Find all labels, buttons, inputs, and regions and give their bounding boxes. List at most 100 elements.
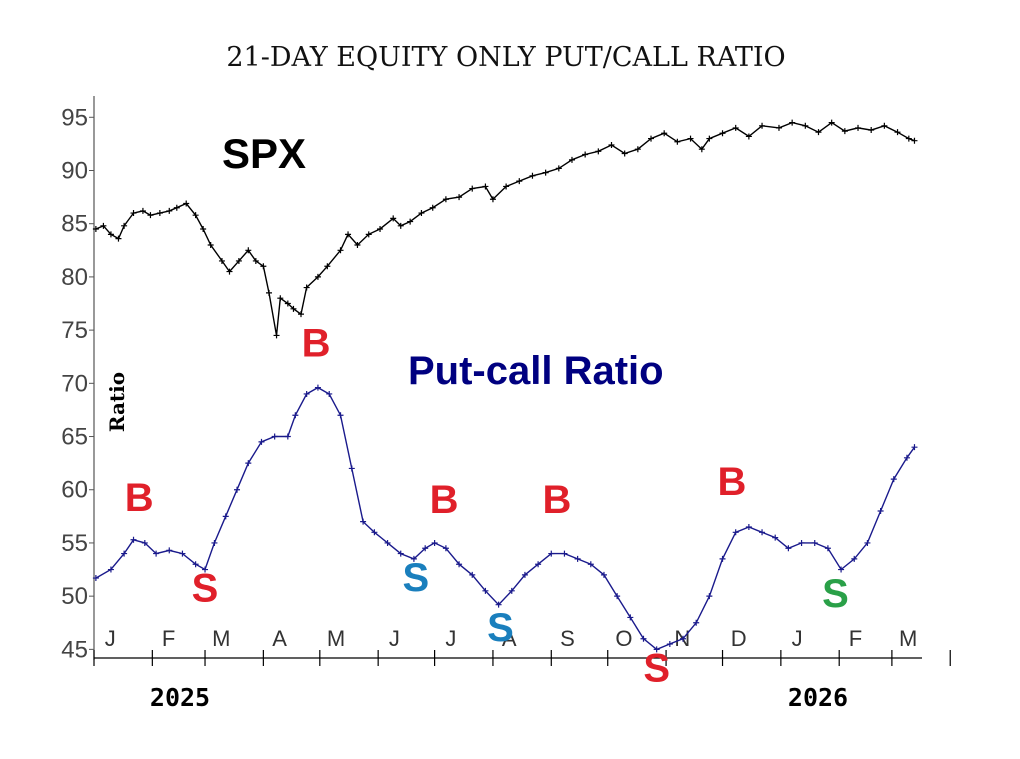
x-tick-label: M xyxy=(327,626,345,651)
put-call-ratio-point xyxy=(877,508,884,515)
put-call-ratio-point xyxy=(732,529,739,536)
put-call-ratio-point xyxy=(337,412,344,419)
spx-point xyxy=(868,127,875,134)
spx-point xyxy=(661,130,668,137)
spx-point xyxy=(802,122,809,129)
x-tick-label: J xyxy=(445,626,456,651)
y-tick-label: 45 xyxy=(61,636,88,663)
put-call-ratio-point xyxy=(627,614,634,621)
put-call-ratio-point xyxy=(759,529,766,536)
put-call-ratio-point xyxy=(107,566,114,573)
put-call-ratio-point xyxy=(653,646,660,653)
spx-point xyxy=(789,119,796,126)
spx-point xyxy=(529,172,536,179)
sell-signal-label: S xyxy=(822,572,849,616)
spx-point xyxy=(235,257,242,264)
put-call-ratio-point xyxy=(397,550,404,557)
y-axis-label: Ratio xyxy=(105,372,129,432)
spx-point xyxy=(252,257,259,264)
spx-point xyxy=(397,222,404,229)
spx-point xyxy=(815,129,822,136)
put-call-ratio-point xyxy=(326,390,333,397)
spx-point xyxy=(115,235,122,242)
y-tick-label: 75 xyxy=(61,317,88,344)
spx-point xyxy=(621,150,628,157)
x-tick-label: O xyxy=(615,626,632,651)
put-call-ratio-point xyxy=(640,635,647,642)
spx-point xyxy=(226,268,233,275)
y-tick-label: 70 xyxy=(61,370,88,397)
spx-point xyxy=(92,226,99,233)
spx-point xyxy=(107,231,114,238)
spx-point xyxy=(698,146,705,153)
buy-signal-label: B xyxy=(125,476,154,520)
put-call-ratio-point xyxy=(508,587,515,594)
put-call-ratio-point xyxy=(422,545,429,552)
put-call-ratio-point xyxy=(680,635,687,642)
spx-point xyxy=(260,263,267,270)
put-call-ratio-point xyxy=(245,460,252,467)
put-call-ratio-point xyxy=(521,571,528,578)
put-call-ratio-point xyxy=(314,384,321,391)
put-call-ratio-point xyxy=(911,444,918,451)
put-call-ratio-label: Put-call Ratio xyxy=(408,349,664,393)
put-call-ratio-point xyxy=(410,555,417,562)
put-call-ratio-point xyxy=(495,601,502,608)
x-tick-label: F xyxy=(849,626,862,651)
put-call-ratio-point xyxy=(851,555,858,562)
put-call-ratio-series xyxy=(92,384,918,653)
put-call-ratio-point xyxy=(561,550,568,557)
x-tick-label: J xyxy=(389,626,400,651)
spx-point xyxy=(147,212,154,219)
spx-point xyxy=(407,218,414,225)
spx-point xyxy=(156,210,163,217)
put-call-ratio-point xyxy=(587,561,594,568)
year-label-2026: 2026 xyxy=(788,683,848,712)
spx-point xyxy=(298,311,304,318)
spx-point xyxy=(290,305,297,312)
spx-point xyxy=(121,222,128,229)
put-call-ratio-point xyxy=(719,555,726,562)
y-tick-label: 95 xyxy=(61,104,88,131)
spx-point xyxy=(130,210,137,217)
x-tick-label: F xyxy=(162,626,175,651)
put-call-ratio-point xyxy=(745,523,752,530)
sell-signal-label: S xyxy=(487,606,514,650)
put-call-ratio-point xyxy=(141,539,148,546)
y-tick-label: 50 xyxy=(61,583,88,610)
sell-signal-label: S xyxy=(402,556,429,600)
spx-point xyxy=(905,135,912,142)
put-call-ratio-point xyxy=(482,587,489,594)
put-call-ratio-point xyxy=(864,539,871,546)
spx-point xyxy=(218,257,225,264)
spx-point xyxy=(277,295,284,302)
spx-point xyxy=(674,138,681,145)
put-call-ratio-point xyxy=(600,571,607,578)
put-call-ratio-point xyxy=(811,539,818,546)
put-call-ratio-point xyxy=(574,555,581,562)
spx-point xyxy=(648,135,655,142)
buy-signal-label: B xyxy=(302,322,331,366)
spx-point xyxy=(266,289,273,296)
y-axis: 45 50 55 60 65 70 75 80 85 90 95 xyxy=(61,96,95,663)
buy-signal-label: B xyxy=(542,478,571,522)
x-tick-label: M xyxy=(212,626,230,651)
y-tick-label: 90 xyxy=(61,157,88,184)
x-tick-label: J xyxy=(105,626,116,651)
put-call-ratio-point xyxy=(824,545,831,552)
spx-point xyxy=(418,210,425,217)
put-call-ratio-point xyxy=(693,619,700,626)
x-tick-label: A xyxy=(502,626,517,651)
spx-point xyxy=(881,122,888,129)
spx-point xyxy=(719,130,726,137)
put-call-ratio-point xyxy=(903,454,910,461)
spx-point xyxy=(732,124,739,131)
spx-point xyxy=(303,284,310,291)
spx-point xyxy=(706,135,713,142)
spx-point xyxy=(634,146,641,153)
spx-point xyxy=(390,215,397,222)
put-call-ratio-point xyxy=(303,390,310,397)
spx-point xyxy=(608,141,615,148)
